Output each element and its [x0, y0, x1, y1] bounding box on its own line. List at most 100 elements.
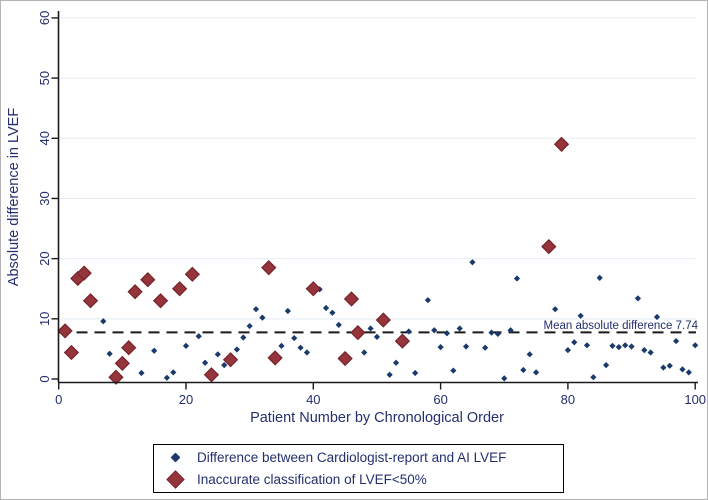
- legend-marker-cell: [154, 470, 197, 489]
- blue-data-point: [602, 362, 610, 369]
- legend-label-difference: Difference between Cardiologist-report a…: [197, 449, 507, 465]
- blue-data-point: [513, 275, 521, 282]
- x-tick-label: 0: [55, 392, 62, 407]
- blue-data-point: [214, 351, 221, 358]
- red-series-layer: [57, 136, 570, 385]
- y-tick-label: 30: [37, 191, 52, 205]
- blue-data-point: [660, 364, 667, 371]
- red-data-point: [152, 293, 169, 309]
- blue-data-point: [106, 350, 113, 357]
- blue-data-point: [501, 375, 508, 382]
- red-data-point: [553, 136, 570, 152]
- blue-data-point: [182, 342, 190, 350]
- blue-data-point: [462, 343, 470, 350]
- blue-data-point: [532, 369, 540, 376]
- blue-data-point: [520, 366, 527, 374]
- blue-data-point: [386, 371, 393, 378]
- blue-data-point: [552, 306, 559, 313]
- red-data-point: [261, 260, 277, 276]
- red-data-point: [343, 291, 360, 307]
- red-data-point: [121, 340, 137, 356]
- blue-data-point: [583, 342, 591, 349]
- legend-marker-cell: [154, 452, 197, 463]
- red-data-point: [375, 312, 391, 328]
- red-data-point: [171, 281, 188, 297]
- blue-data-point: [615, 344, 622, 351]
- red-data-point: [108, 369, 124, 385]
- blue-data-point: [577, 312, 584, 319]
- blue-data-point: [367, 325, 374, 332]
- tick-labels-layer: 0 10 20 30 40 50 60 0 20 40 60 80 100: [37, 11, 706, 407]
- blue-data-point: [437, 344, 444, 351]
- y-tick-label: 50: [37, 71, 52, 85]
- blue-data-point: [170, 369, 177, 376]
- blue-data-point: [233, 346, 241, 353]
- blue-data-point: [494, 330, 501, 337]
- blue-data-point: [564, 347, 571, 354]
- blue-data-point: [278, 342, 285, 350]
- blue-data-point: [641, 347, 648, 354]
- blue-data-point: [507, 327, 514, 334]
- blue-data-point: [291, 334, 298, 342]
- x-tick-label: 20: [179, 392, 193, 407]
- blue-data-point: [195, 333, 202, 340]
- blue-data-point: [653, 313, 661, 321]
- red-data-point: [184, 266, 201, 282]
- red-data-point: [337, 350, 353, 367]
- blue-data-point: [482, 344, 489, 351]
- blue-data-point: [424, 297, 431, 304]
- blue-data-point: [392, 359, 400, 366]
- blue-data-point: [692, 342, 699, 349]
- legend: Difference between Cardiologist-report a…: [153, 444, 564, 493]
- blue-data-point: [221, 362, 228, 369]
- gridlines-layer: [58, 17, 696, 320]
- red-data-point: [82, 293, 99, 309]
- blue-data-point: [666, 362, 673, 369]
- mean-line-label: Mean absolute difference 7.74: [543, 320, 698, 332]
- x-tick-label: 80: [561, 392, 575, 407]
- blue-data-point: [431, 327, 438, 334]
- y-axis-title: Absolute difference in LVEF: [6, 108, 22, 287]
- red-data-point: [394, 333, 411, 349]
- red-data-point: [114, 355, 130, 372]
- blue-data-point: [284, 307, 291, 315]
- blue-data-point: [679, 366, 686, 373]
- blue-data-point: [246, 322, 253, 330]
- blue-data-point: [201, 359, 209, 366]
- blue-data-point: [634, 295, 642, 302]
- blue-data-point: [685, 369, 692, 376]
- y-tick-label: 0: [37, 375, 52, 382]
- blue-data-point: [673, 337, 680, 345]
- blue-data-point: [100, 318, 107, 325]
- legend-item-inaccurate: Inaccurate classification of LVEF<50%: [154, 469, 563, 491]
- small-diamond-marker-icon: [170, 452, 181, 463]
- red-data-point: [127, 284, 143, 300]
- blue-data-point: [443, 330, 451, 337]
- blue-data-point: [361, 349, 368, 356]
- blue-data-point: [628, 343, 635, 350]
- red-data-point: [63, 344, 80, 361]
- blue-data-point: [322, 304, 330, 312]
- blue-data-point: [335, 321, 342, 328]
- legend-label-inaccurate: Inaccurate classification of LVEF<50%: [197, 471, 427, 487]
- red-data-point: [203, 367, 220, 383]
- x-tick-label: 60: [433, 392, 447, 407]
- red-data-point: [57, 323, 73, 339]
- red-data-point: [350, 325, 366, 341]
- blue-data-point: [526, 351, 533, 358]
- x-axis-title: Patient Number by Chronological Order: [250, 410, 504, 426]
- red-data-point: [267, 350, 283, 366]
- blue-data-point: [240, 334, 247, 341]
- x-tick-label: 100: [684, 392, 706, 407]
- axes-layer: [57, 11, 698, 384]
- red-data-point: [222, 352, 239, 368]
- blue-series-layer: [100, 259, 699, 382]
- blue-data-point: [596, 274, 603, 281]
- large-diamond-marker-icon: [166, 470, 185, 489]
- blue-data-point: [647, 349, 654, 356]
- blue-data-point: [329, 309, 336, 316]
- blue-data-point: [297, 344, 304, 351]
- red-data-point: [305, 281, 321, 297]
